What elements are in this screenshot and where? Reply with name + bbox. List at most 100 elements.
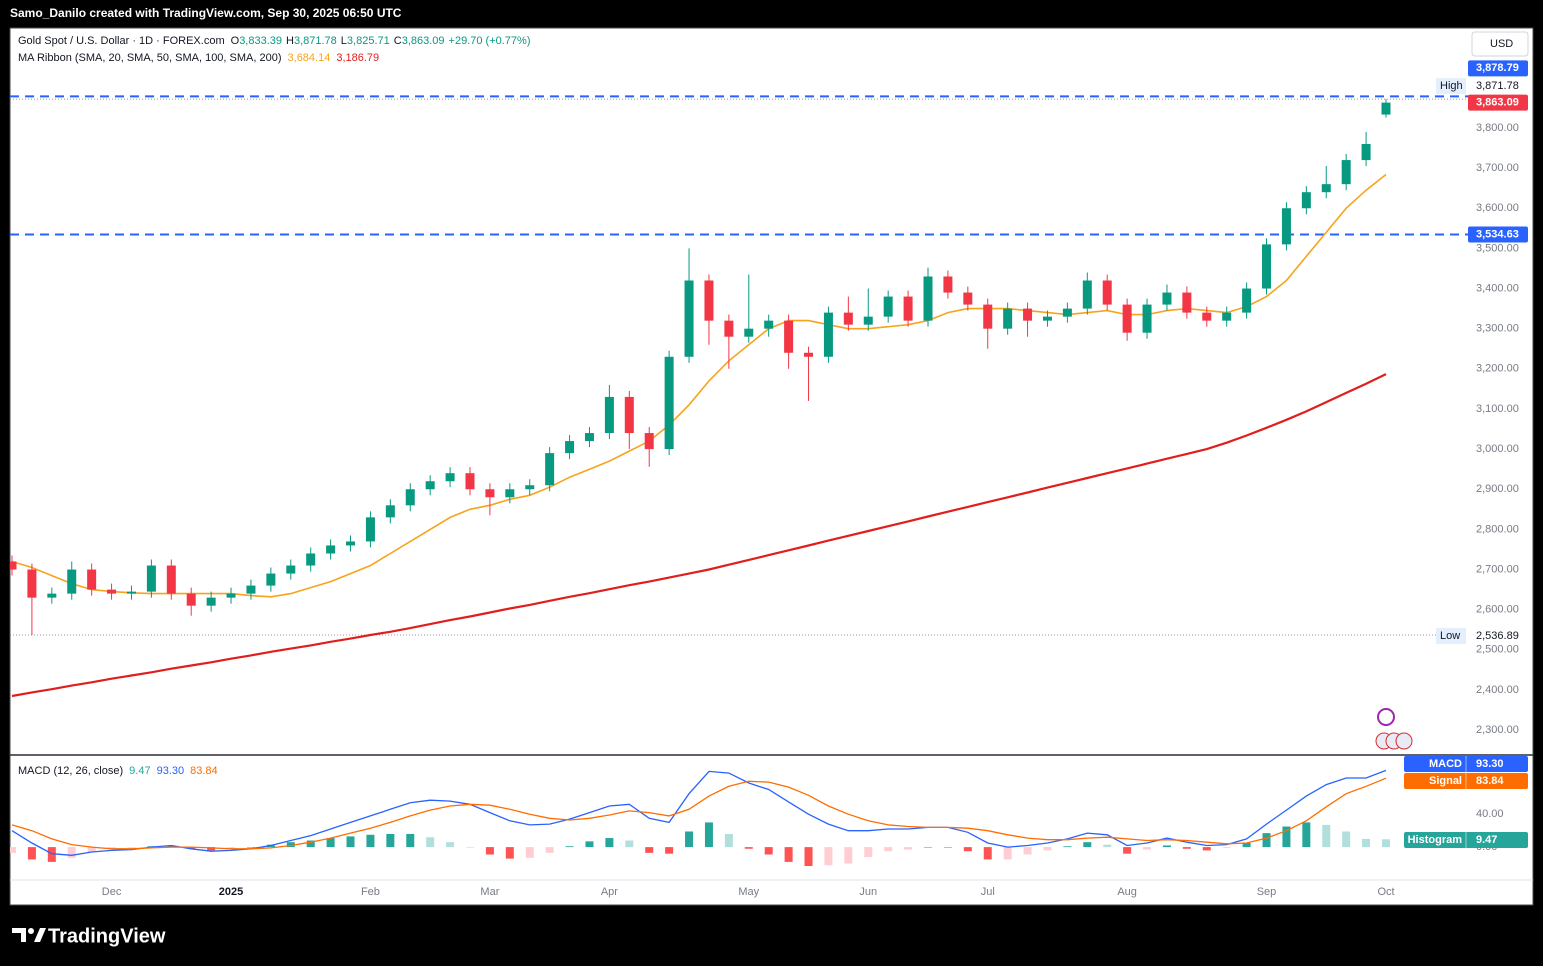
histogram-bar (804, 847, 813, 867)
macd-tag-name: MACD (1429, 758, 1462, 770)
symbol-legend: Gold Spot / U.S. Dollar · 1D · FOREX.com… (18, 35, 530, 47)
histogram-bar (983, 847, 992, 860)
candle-body (1262, 244, 1272, 289)
y-tick-label: 3,100.00 (1476, 403, 1519, 415)
candle-body (126, 591, 136, 594)
candle-body (724, 320, 734, 337)
macd-legend-value: 83.84 (190, 765, 218, 777)
histogram-bar (207, 847, 216, 851)
x-tick-label: Apr (601, 886, 618, 898)
candle-body (306, 553, 316, 566)
histogram-bar (784, 847, 793, 862)
histogram-bar (844, 847, 853, 864)
histogram-bar (87, 847, 96, 853)
y-tick-label: 3,800.00 (1476, 122, 1519, 134)
candle-body (1361, 144, 1371, 161)
x-tick-label: Aug (1117, 886, 1137, 898)
candle-body (1341, 160, 1351, 185)
histogram-bar (625, 840, 634, 848)
histogram-bar (286, 842, 295, 848)
candle-body (1182, 292, 1192, 313)
candle-body (664, 356, 674, 450)
candle-body (67, 569, 77, 594)
y-tick-label: 2,700.00 (1476, 563, 1519, 575)
candle-body (186, 593, 196, 606)
y-tick-label: 3,500.00 (1476, 242, 1519, 254)
candle-body (1281, 208, 1291, 245)
histogram-bar (187, 847, 196, 849)
candle-body (823, 312, 833, 357)
price-line-label: 3,534.63 (1476, 228, 1519, 240)
histogram-bar (1322, 824, 1331, 848)
candle-body (505, 489, 515, 498)
histogram-bar (824, 847, 833, 866)
candle-body (744, 328, 754, 337)
histogram-bar (306, 840, 315, 848)
candle-body (1381, 102, 1391, 115)
y-tick-label: 2,500.00 (1476, 644, 1519, 656)
currency: USD (1490, 38, 1513, 50)
candle-body (1023, 308, 1033, 321)
candle-body (166, 565, 176, 594)
candle-body (565, 441, 575, 454)
candle-body (286, 565, 296, 574)
histogram-bar (326, 838, 335, 848)
histogram-bar (645, 847, 654, 853)
candle-body (226, 593, 236, 598)
candle-body (465, 473, 475, 490)
x-tick-label: Feb (361, 886, 380, 898)
histogram-bar (1282, 826, 1291, 848)
candle-body (107, 589, 117, 594)
candle-body (1242, 288, 1252, 313)
ma-line (11, 173, 1387, 598)
histogram-bar (1023, 847, 1032, 855)
histogram-bar (1063, 846, 1072, 848)
currency-box[interactable] (1471, 31, 1529, 57)
last-price-label: 3,863.09 (1476, 97, 1519, 109)
candle-body (963, 292, 973, 305)
extreme-name: Low (1440, 630, 1460, 642)
histogram-bar (924, 847, 932, 848)
histogram-bar (704, 822, 713, 848)
histogram-bar (446, 842, 455, 848)
legend-value: 3,833.39 (239, 35, 282, 47)
x-tick-label: Sep (1257, 886, 1277, 898)
candle-body (903, 296, 913, 321)
y-tick-label: 3,200.00 (1476, 363, 1519, 375)
macd-legend: MACD (12, 26, close) 9.47 93.30 83.84 (18, 765, 218, 777)
chart-panel (9, 27, 1534, 906)
change: +29.70 (+0.77%) (449, 35, 531, 47)
legend-key: L (341, 35, 347, 47)
histogram-bar (107, 847, 116, 849)
histogram-bar (685, 831, 694, 848)
extreme-name-box (1436, 628, 1466, 645)
candle-body (346, 541, 356, 546)
ma-title: MA Ribbon (SMA, 20, SMA, 50, SMA, 100, S… (18, 52, 282, 64)
histogram-bar (1083, 842, 1092, 848)
histogram-bar (27, 847, 36, 860)
histogram-bar (1103, 844, 1112, 848)
candle-body (27, 569, 37, 598)
histogram-bar (1342, 831, 1351, 848)
candle-body (87, 569, 97, 590)
histogram-bar (545, 847, 554, 853)
candle-body (644, 433, 654, 450)
macd-legend-value: 9.47 (129, 765, 150, 777)
candle-body (1062, 308, 1072, 317)
macd-tag-value: 93.30 (1476, 758, 1504, 770)
candle-body (485, 489, 495, 498)
histogram-bar (963, 847, 972, 852)
candle-body (804, 352, 814, 357)
histogram-bar (426, 837, 435, 848)
histogram-bar (665, 847, 674, 854)
histogram-bar (246, 847, 255, 848)
x-tick-label: Dec (102, 886, 122, 898)
candle-body (545, 453, 555, 486)
candle-body (425, 481, 435, 490)
candle-body (1122, 304, 1132, 333)
histogram-bar (505, 847, 514, 859)
histogram-bar (585, 841, 594, 848)
histogram-bar (485, 847, 494, 855)
y-tick-label: 3,700.00 (1476, 162, 1519, 174)
